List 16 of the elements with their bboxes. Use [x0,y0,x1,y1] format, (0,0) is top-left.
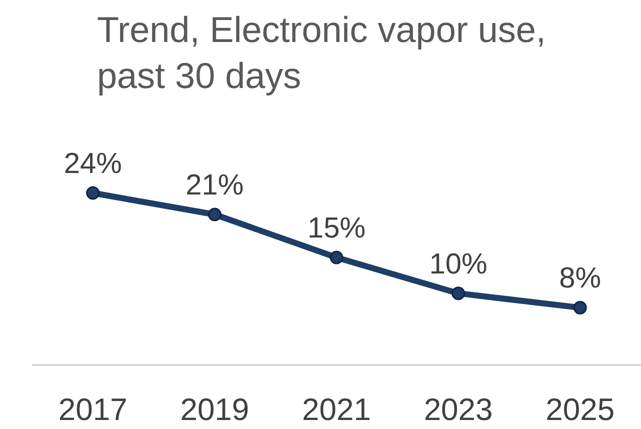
x-tick-label: 2021 [302,392,371,427]
data-label: 21% [186,170,244,202]
point [208,208,222,222]
data-label: 10% [429,248,488,280]
data-label: 24% [64,148,122,180]
x-tick-label: 2019 [180,392,250,427]
data-label: 15% [307,212,366,244]
chart-title: Trend, Electronic vapor use, past 30 days [97,9,546,96]
x-tick-label: 2017 [58,392,128,427]
data-label: 8% [559,262,602,295]
point [330,250,344,264]
point [452,286,466,300]
point [573,300,587,314]
x-tick-label: 2023 [424,392,493,427]
point [86,186,100,200]
x-tick-label: 2025 [546,392,615,427]
